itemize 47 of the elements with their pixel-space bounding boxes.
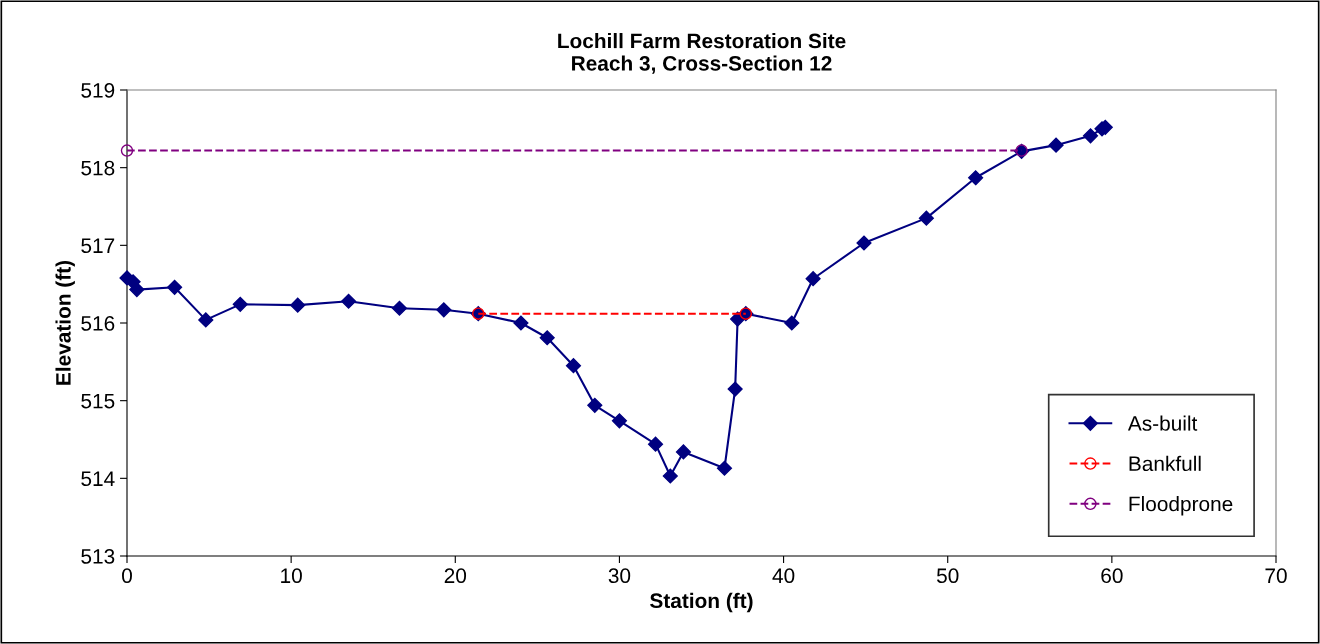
y-tick-label: 514 <box>81 471 115 487</box>
point <box>611 413 627 429</box>
legend-label: Bankfull <box>1129 455 1201 472</box>
point <box>1048 137 1064 153</box>
x-tick-label: 50 <box>936 568 959 584</box>
point <box>856 235 872 251</box>
y-tick-label: 513 <box>81 549 115 564</box>
point <box>167 279 183 295</box>
point <box>436 302 452 318</box>
point <box>647 436 664 452</box>
x-tick-label: 40 <box>772 568 795 584</box>
point <box>198 312 214 328</box>
y-tick-label: 515 <box>81 393 115 409</box>
x-tick-label: 0 <box>122 568 132 584</box>
x-axis-title: Station (ft) <box>650 592 753 613</box>
point <box>662 468 678 484</box>
y-tick-label: 519 <box>81 83 115 98</box>
point <box>968 170 984 186</box>
point <box>784 315 800 331</box>
point <box>918 210 934 226</box>
x-tick-label: 60 <box>1101 568 1123 584</box>
point <box>341 293 357 309</box>
point <box>727 381 743 397</box>
point <box>513 315 529 331</box>
x-tick-label: 20 <box>444 568 467 584</box>
point <box>1082 128 1099 144</box>
y-axis-title: Elevation (ft) <box>55 260 75 385</box>
x-tick-label: 70 <box>1265 568 1287 584</box>
point <box>232 296 248 312</box>
point <box>805 271 821 287</box>
chart-title: Lochill Farm Restoration Site Reach 3, Cross-Section 12 <box>558 33 846 74</box>
point <box>587 397 603 413</box>
y-tick-label: 517 <box>81 238 115 254</box>
point <box>391 300 408 316</box>
y-tick-label: 516 <box>81 316 115 331</box>
legend-label: As-built <box>1127 415 1198 431</box>
y-tick-label: 518 <box>81 160 115 176</box>
x-tick-label: 10 <box>281 568 302 584</box>
point <box>539 330 555 346</box>
point <box>675 444 692 460</box>
x-tick-label: 30 <box>608 568 631 584</box>
legend-label: Floodprone <box>1129 496 1233 516</box>
point <box>290 297 306 313</box>
point <box>716 460 733 476</box>
point <box>120 144 134 157</box>
point <box>565 358 582 374</box>
point <box>129 282 145 298</box>
